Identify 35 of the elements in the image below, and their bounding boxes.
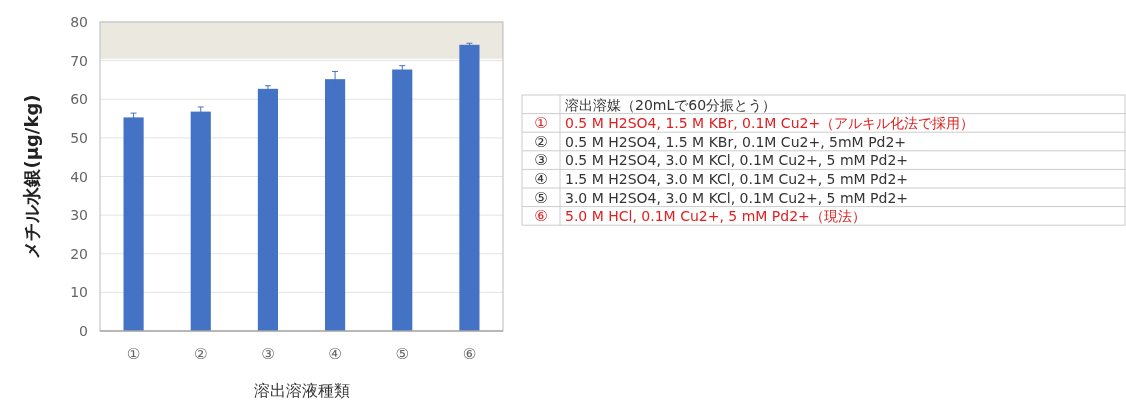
x-tick-label: ④: [328, 345, 342, 363]
y-tick-label: 50: [70, 129, 88, 146]
x-tick-label: ①: [126, 345, 141, 363]
text: 0.5 M H2SO4, 3.0 M KCl, 0.1M Cu2+, 5 mM Pd2+: [565, 152, 909, 169]
category-label: ⑤: [534, 188, 548, 207]
x-tick-label: ⑤: [395, 345, 409, 363]
x-axis-title: 溶出溶液種類: [253, 381, 350, 400]
bar: [459, 44, 480, 331]
bar: [257, 88, 278, 331]
y-tick-label: 30: [70, 207, 88, 224]
y-axis-title: メチル水銀(μg/kg): [21, 94, 42, 259]
text: 0.5 M H2SO4, 1.5 M KBr, 0.1M Cu2+（アルキル化法で採用）: [565, 115, 975, 132]
category-label: ⑥: [534, 207, 548, 226]
text: 5.0 M HCl, 0.1M Cu2+, 5 mM Pd2+（現法）: [565, 208, 866, 225]
category-label: ④: [534, 170, 548, 188]
text: 1.5 M H2SO4, 3.0 M KCl, 0.1M Cu2+, 5 mM Pd2+: [565, 171, 909, 187]
y-tick-label: 60: [70, 91, 88, 108]
y-tick-label: 0: [79, 323, 88, 339]
x-tick-label: ②: [194, 345, 208, 363]
y-tick-label: 70: [70, 52, 88, 69]
text: 溶出溶媒（20mLで60分振とう）: [565, 96, 777, 113]
x-tick-label: ③: [261, 345, 275, 363]
x-tick-label: ⑥: [462, 345, 477, 363]
bar: [392, 69, 413, 331]
y-tick-label: 40: [70, 168, 88, 185]
text: 3.0 M H2SO4, 3.0 M KCl, 0.1M Cu2+, 5 mM Pd2+: [565, 189, 909, 206]
bar: [123, 117, 144, 331]
category-label: ①: [534, 114, 548, 133]
y-tick-label: 10: [70, 284, 88, 301]
category-label: ②: [534, 132, 548, 151]
text: 0.5 M H2SO4, 1.5 M KBr, 0.1M Cu2+, 5mM Pd2+: [565, 133, 907, 150]
y-tick-label: 80: [70, 14, 88, 30]
y-tick-label: 20: [70, 245, 88, 262]
bar: [190, 111, 211, 331]
category-label: ③: [534, 151, 548, 170]
